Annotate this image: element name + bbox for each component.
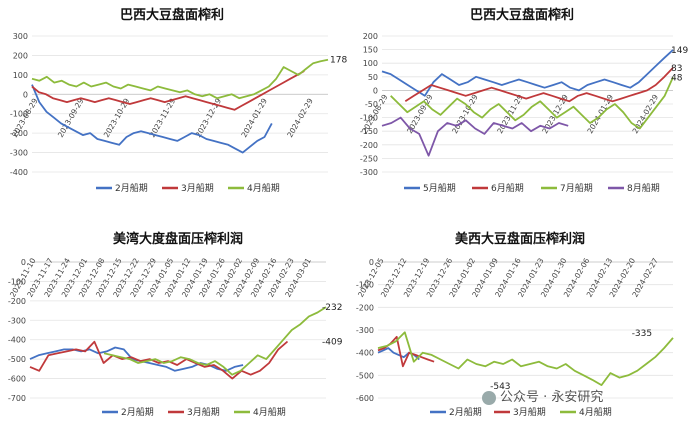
legend-label: 7月船期 xyxy=(560,182,593,194)
y-tick-label: -150 xyxy=(360,127,378,136)
x-tick-label: 2024-01-29 xyxy=(239,97,269,139)
y-tick-label: -400 xyxy=(10,168,28,177)
legend-label: 4月船期 xyxy=(253,406,286,418)
series-line-4月船期 xyxy=(31,58,329,100)
y-tick-label: -100 xyxy=(8,277,26,286)
y-tick-label: -200 xyxy=(356,303,374,312)
y-tick-label: 100 xyxy=(13,71,28,80)
legend-label: 2月船期 xyxy=(121,406,154,418)
y-tick-label: -500 xyxy=(8,355,26,364)
data-label: -543 xyxy=(490,382,510,392)
chart-3: 美湾大度盘面压榨利润 0 -100 -200 -300 -400 -500 -600 -700 2… xyxy=(8,231,343,418)
x-tick-label: 2023-11-29 xyxy=(495,93,525,135)
legend-label: 3月船期 xyxy=(187,406,220,418)
watermark-text: 公众号 · 永安研究 xyxy=(500,390,604,405)
series-line-8月船期 xyxy=(381,116,569,157)
y-tick-label: 50 xyxy=(368,73,378,82)
x-tick-label: 2023-11-29 xyxy=(148,97,178,139)
legend-label: 3月船期 xyxy=(181,182,214,194)
series-line-2月船期 xyxy=(31,84,273,154)
y-tick-label: -400 xyxy=(356,349,374,358)
y-tick-label: 200 xyxy=(13,51,28,60)
series-line-4月船期 xyxy=(377,331,674,387)
y-tick-label: 0 xyxy=(23,90,28,99)
y-tick-label: -200 xyxy=(10,129,28,138)
y-tick-label: 150 xyxy=(363,46,378,55)
y-tick-label: 300 xyxy=(13,32,28,41)
series-line-7月船期 xyxy=(390,76,674,130)
series-line-6月船期 xyxy=(404,67,674,103)
x-tick-label: 2024-02-29 xyxy=(631,93,661,135)
y-tick-label: -100 xyxy=(356,281,374,290)
data-label: -409 xyxy=(322,337,343,347)
wechat-icon xyxy=(482,390,496,405)
x-tick-label: 2024-02-29 xyxy=(285,97,315,139)
x-tick-label: 2023-12-29 xyxy=(540,93,570,135)
y-tick-label: 0 xyxy=(369,258,374,267)
series-line-4月船期 xyxy=(103,306,327,376)
series-line-3月船期 xyxy=(377,335,435,368)
chart-title: 巴西大豆盘面榨利 xyxy=(120,7,224,23)
data-label: 48 xyxy=(671,73,683,83)
chart-1: 巴西大豆盘面榨利 300 200 100 0 -100 -200 -300 -400 2023-0… xyxy=(10,7,348,194)
data-label: 149 xyxy=(671,46,688,56)
chart-title: 巴西大豆盘面榨利 xyxy=(470,7,574,23)
chart-title: 美西大豆盘面压榨利润 xyxy=(455,231,585,247)
y-tick-label: 0 xyxy=(373,86,378,95)
chart-title: 美湾大度盘面压榨利润 xyxy=(113,231,243,247)
y-tick-label: 0 xyxy=(21,258,26,267)
y-tick-label: 200 xyxy=(363,32,378,41)
y-tick-label: 100 xyxy=(363,59,378,68)
y-tick-label: -300 xyxy=(10,149,28,158)
legend-label: 2月船期 xyxy=(115,182,148,194)
watermark: 公众号 · 永安研究 xyxy=(482,386,603,405)
series-line-5月船期 xyxy=(381,49,674,97)
data-label: 178 xyxy=(330,56,347,66)
y-tick-label: -300 xyxy=(360,168,378,177)
data-label: 83 xyxy=(671,64,682,74)
y-tick-label: -600 xyxy=(356,394,374,403)
y-tick-label: -100 xyxy=(360,114,378,123)
legend-label: 8月船期 xyxy=(627,182,660,194)
y-tick-label: -300 xyxy=(356,326,374,335)
series-line-3月船期 xyxy=(29,340,289,380)
y-tick-label: -500 xyxy=(356,371,374,380)
legend-label: 5月船期 xyxy=(423,182,456,194)
series-line-3月船期 xyxy=(31,70,305,111)
x-tick-label: 2024-01-29 xyxy=(585,93,615,135)
legend-label: 2月船期 xyxy=(449,406,482,418)
legend-label: 3月船期 xyxy=(513,406,546,418)
chart-2: 巴西大豆盘面榨利 200 150 100 50 0 -50 -100 -150 -200 -250 -… xyxy=(360,7,689,194)
y-tick-label: -300 xyxy=(8,316,26,325)
data-label: -232 xyxy=(322,303,342,313)
y-tick-label: -600 xyxy=(8,375,26,384)
legend-label: 4月船期 xyxy=(247,182,280,194)
y-tick-label: -700 xyxy=(8,394,26,403)
y-tick-label: -200 xyxy=(360,141,378,150)
x-tick-label: 2023-09-29 xyxy=(56,97,86,139)
legend-label: 4月船期 xyxy=(579,406,612,418)
y-tick-label: -200 xyxy=(8,297,26,306)
y-tick-label: -400 xyxy=(8,336,26,345)
data-label: -335 xyxy=(632,329,652,339)
y-tick-label: -100 xyxy=(10,110,28,119)
legend-label: 6月船期 xyxy=(491,182,524,194)
y-tick-label: -50 xyxy=(365,100,378,109)
y-tick-label: -250 xyxy=(360,154,378,163)
